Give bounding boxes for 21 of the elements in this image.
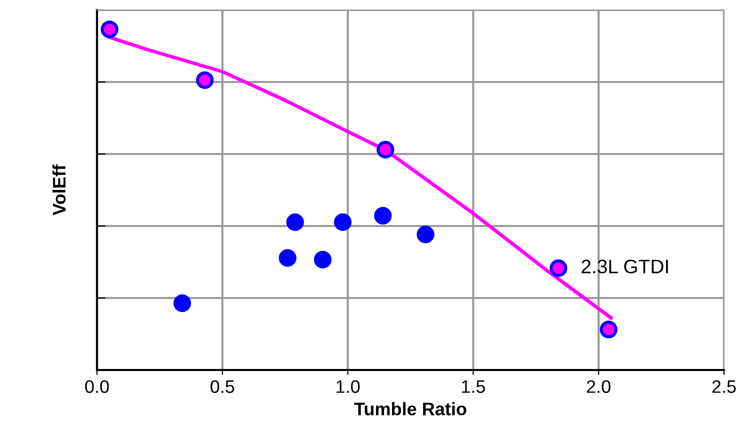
point — [286, 213, 304, 231]
x-tick-label: 0.5 — [210, 380, 234, 393]
x-tick-label: 2.0 — [586, 380, 610, 393]
annotation: 2.3L GTDI — [582, 260, 668, 274]
x-tick-label: 2.5 — [712, 380, 736, 393]
point — [376, 140, 394, 158]
x-tick-label: 1.0 — [336, 380, 360, 393]
point — [334, 213, 352, 231]
point — [374, 206, 392, 225]
point — [600, 320, 618, 338]
point — [278, 249, 296, 267]
point — [100, 20, 118, 38]
x-tick-label: 1.5 — [462, 380, 485, 393]
point — [314, 250, 332, 268]
x-tick-label: 0.0 — [85, 380, 109, 393]
point — [173, 294, 192, 312]
x-axis-title: Tumble Ratio — [354, 402, 466, 416]
y-axis-title: VolEff — [52, 164, 66, 216]
point — [196, 71, 214, 89]
point — [416, 226, 434, 244]
point — [550, 259, 568, 277]
